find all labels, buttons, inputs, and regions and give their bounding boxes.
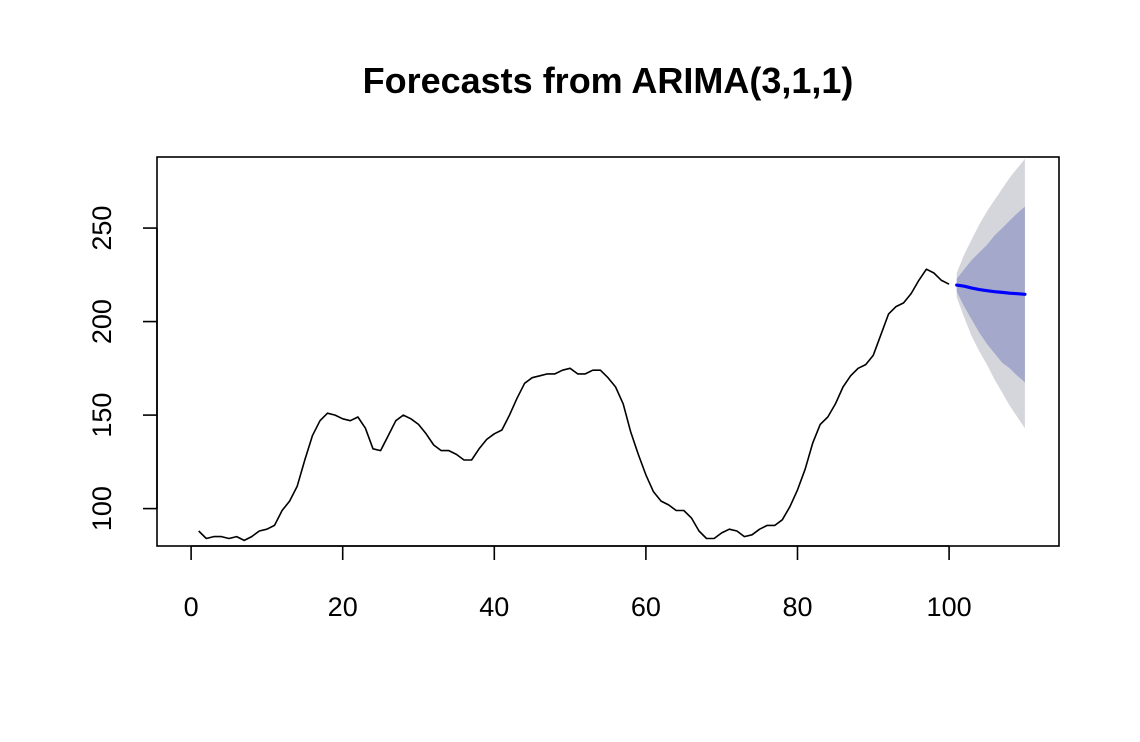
plot-box xyxy=(156,156,1060,547)
band-80 xyxy=(956,206,1025,383)
chart-title: Forecasts from ARIMA(3,1,1) xyxy=(363,60,854,101)
x-tick-label: 40 xyxy=(479,592,509,622)
y-tick-label: 150 xyxy=(87,393,117,438)
x-tick-label: 20 xyxy=(328,592,358,622)
x-tick-label: 60 xyxy=(631,592,661,622)
y-tick-label: 100 xyxy=(87,486,117,531)
x-tick-label: 100 xyxy=(927,592,972,622)
forecast-line xyxy=(955,283,1027,296)
y-tick-label: 200 xyxy=(87,299,117,344)
x-tick-label: 80 xyxy=(782,592,812,622)
x-axis: 0 20 40 60 80 100 xyxy=(184,545,972,622)
prediction-intervals xyxy=(956,158,1025,429)
x-tick-label: 0 xyxy=(184,592,199,622)
series-layer xyxy=(198,268,1027,542)
y-tick-label: 250 xyxy=(87,206,117,251)
y-axis: 100 150 200 250 xyxy=(87,206,158,531)
series-line-0 xyxy=(198,268,950,542)
